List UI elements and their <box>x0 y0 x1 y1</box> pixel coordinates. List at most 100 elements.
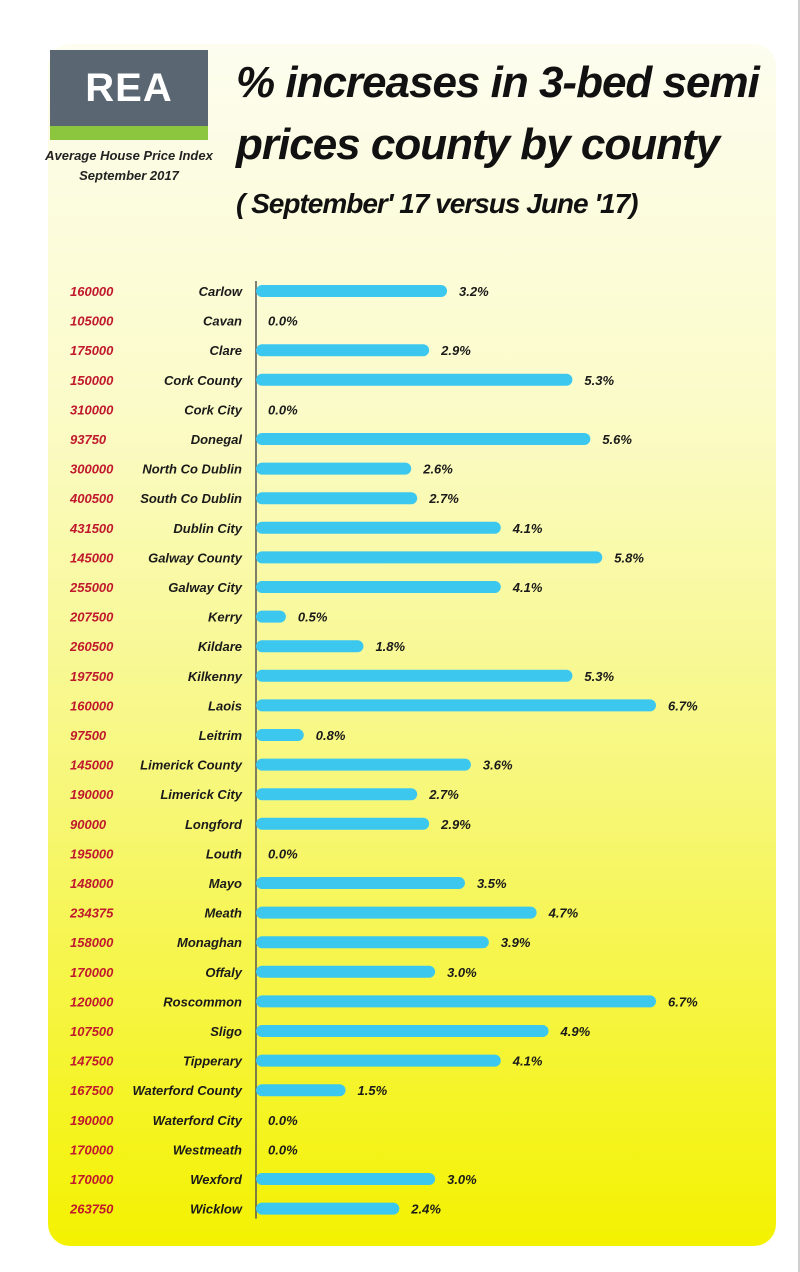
price-label: 190000 <box>70 787 114 802</box>
bar <box>256 521 501 534</box>
category-label: Kilkenny <box>188 669 243 684</box>
bar <box>256 285 448 297</box>
price-label: 170000 <box>70 965 114 980</box>
category-label: Donegal <box>191 432 243 447</box>
data-label: 4.1% <box>512 1054 543 1069</box>
bar <box>256 1202 400 1215</box>
bar <box>256 551 603 564</box>
data-label: 3.6% <box>483 758 513 773</box>
price-label: 145000 <box>70 550 114 565</box>
data-label: 4.1% <box>512 521 543 536</box>
price-label: 310000 <box>70 402 114 417</box>
price-label: 263750 <box>69 1202 114 1217</box>
data-label: 3.5% <box>477 876 507 891</box>
logo-accent-strip <box>50 126 208 140</box>
data-label: 0.8% <box>316 728 346 743</box>
data-label: 2.9% <box>440 343 471 358</box>
bar <box>256 788 418 801</box>
category-label: Monaghan <box>177 935 242 950</box>
rea-logo: REA <box>50 50 208 126</box>
bar <box>256 492 418 505</box>
price-label: 148000 <box>70 876 114 891</box>
data-label: 2.9% <box>440 817 471 832</box>
index-date: September 2017 <box>79 168 179 183</box>
data-label: 0.0% <box>268 402 298 417</box>
price-label: 160000 <box>70 284 114 299</box>
price-label: 175000 <box>70 343 114 358</box>
category-label: North Co Dublin <box>142 462 242 477</box>
data-label: 3.0% <box>447 1172 477 1187</box>
price-label: 107500 <box>70 1024 114 1039</box>
bar <box>256 758 471 771</box>
bar <box>256 995 656 1008</box>
price-label: 400500 <box>69 491 114 506</box>
category-label: Mayo <box>209 876 242 891</box>
category-label: Roscommon <box>163 994 242 1009</box>
price-label: 260500 <box>69 639 114 654</box>
price-label: 160000 <box>70 698 114 713</box>
price-label: 431500 <box>69 521 114 536</box>
price-label: 97500 <box>70 728 107 743</box>
category-label: Limerick County <box>140 758 243 773</box>
bar <box>256 729 304 741</box>
chart-title-line2: prices county by county <box>236 120 720 169</box>
category-label: Offaly <box>205 965 242 980</box>
category-label: Wexford <box>190 1172 243 1187</box>
data-label: 6.7% <box>668 698 698 713</box>
data-label: 0.0% <box>268 1142 298 1157</box>
category-label: Leitrim <box>199 728 243 743</box>
price-label: 170000 <box>70 1172 114 1187</box>
data-label: 2.6% <box>422 462 453 477</box>
bar <box>256 817 430 830</box>
category-label: Longford <box>185 817 243 832</box>
price-label: 234375 <box>69 906 114 921</box>
bar <box>256 1173 436 1185</box>
bar <box>256 610 286 623</box>
data-label: 0.0% <box>268 1113 298 1128</box>
category-label: Waterford County <box>132 1083 242 1098</box>
chart-title-line1: % increases in 3-bed semi <box>236 58 760 107</box>
category-label: Carlow <box>199 284 243 299</box>
price-label: 255000 <box>69 580 114 595</box>
category-label: Meath <box>204 906 242 921</box>
price-label: 190000 <box>70 1113 114 1128</box>
price-label: 150000 <box>70 373 114 388</box>
category-label: Sligo <box>210 1024 242 1039</box>
price-label: 197500 <box>70 669 114 684</box>
category-label: Galway County <box>148 550 243 565</box>
data-label: 4.9% <box>560 1024 591 1039</box>
bar <box>256 640 364 653</box>
price-label: 147500 <box>70 1054 114 1069</box>
bar <box>256 906 537 919</box>
price-label: 120000 <box>70 994 114 1009</box>
data-label: 5.3% <box>584 669 614 684</box>
data-label: 1.8% <box>375 639 405 654</box>
category-label: Galway City <box>168 580 242 595</box>
data-label: 4.7% <box>548 906 579 921</box>
data-label: 5.3% <box>584 373 614 388</box>
price-label: 145000 <box>70 758 114 773</box>
bar <box>256 1054 501 1067</box>
category-label: Kerry <box>208 610 243 625</box>
price-label: 167500 <box>70 1083 114 1098</box>
category-label: Laois <box>208 698 242 713</box>
price-label: 93750 <box>70 432 107 447</box>
bar <box>256 699 656 712</box>
data-label: 2.7% <box>428 491 459 506</box>
bar <box>256 581 501 593</box>
index-name: Average House Price Index <box>45 148 213 163</box>
bar <box>256 462 412 475</box>
data-label: 3.2% <box>459 284 489 299</box>
data-label: 0.0% <box>268 846 298 861</box>
data-label: 4.1% <box>512 580 543 595</box>
category-label: Westmeath <box>173 1142 242 1157</box>
logo-text: REA <box>85 65 173 110</box>
bar <box>256 433 591 445</box>
category-label: Dublin City <box>173 521 242 536</box>
chart-panel <box>48 44 776 1246</box>
price-label: 207500 <box>69 610 114 625</box>
category-label: Limerick City <box>160 787 242 802</box>
bar <box>256 936 489 949</box>
data-label: 0.5% <box>298 610 328 625</box>
